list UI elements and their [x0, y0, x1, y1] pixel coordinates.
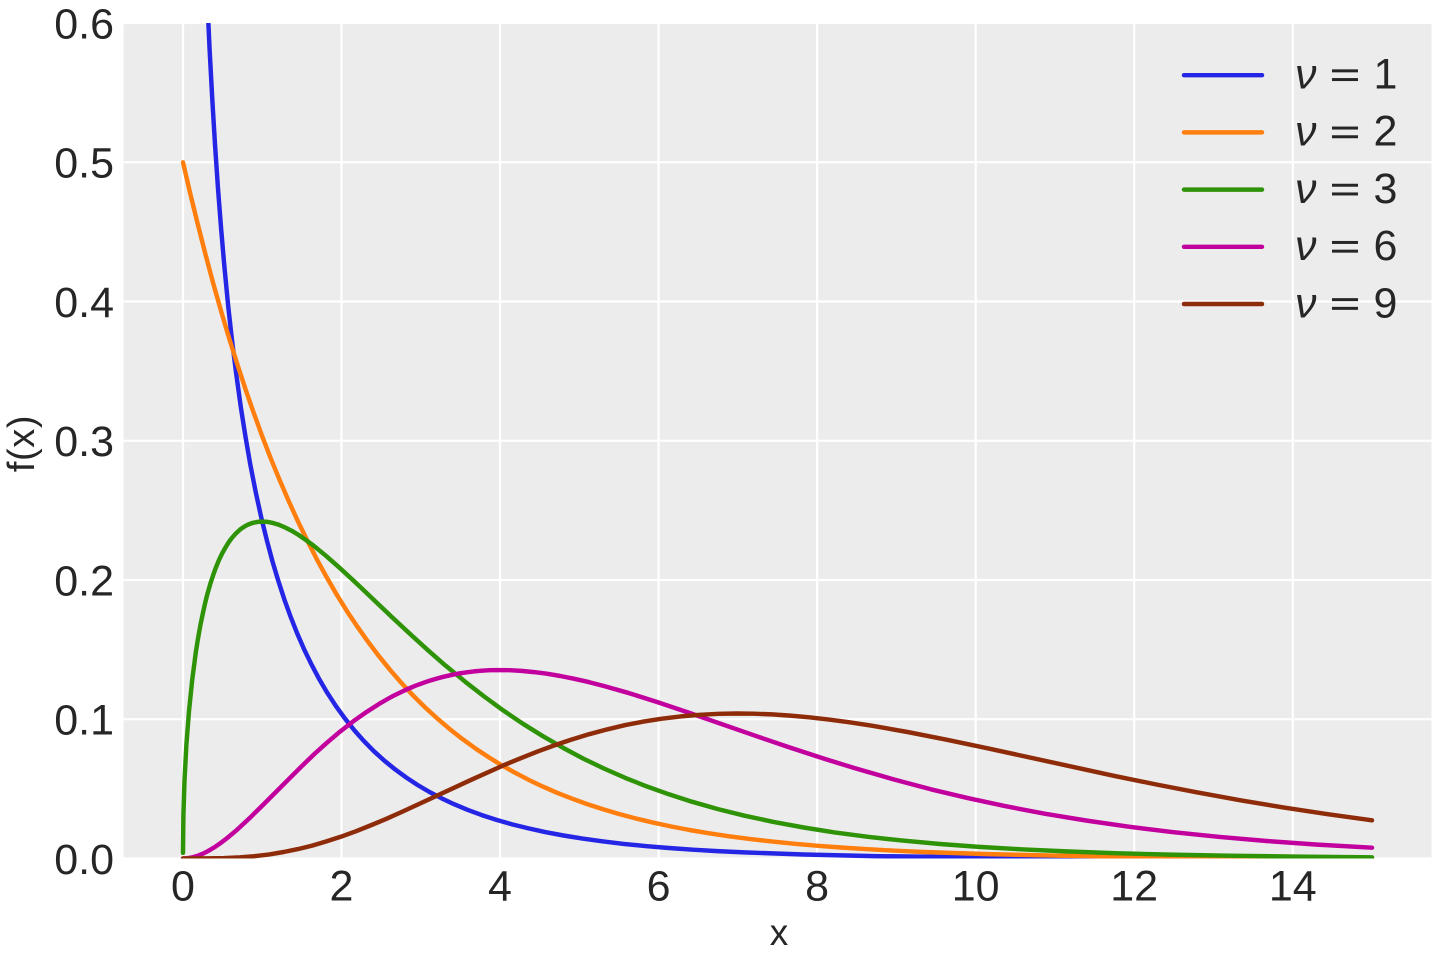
svg-text:8: 8 [805, 862, 829, 910]
svg-text:ν2: ν2 [1295, 108, 1397, 156]
svg-text:10: 10 [952, 862, 1000, 910]
svg-text:0.3: 0.3 [54, 418, 114, 466]
svg-text:0.6: 0.6 [54, 0, 114, 48]
svg-text:12: 12 [1110, 862, 1158, 910]
svg-text:0.5: 0.5 [54, 140, 114, 188]
svg-text:ν3: ν3 [1295, 165, 1397, 213]
svg-text:2: 2 [330, 862, 354, 910]
svg-text:0.4: 0.4 [54, 279, 114, 327]
svg-text:ν9: ν9 [1295, 279, 1397, 327]
svg-text:4: 4 [488, 862, 512, 910]
svg-text:ν6: ν6 [1295, 222, 1397, 270]
svg-text:0.1: 0.1 [54, 697, 114, 745]
svg-text:6: 6 [647, 862, 671, 910]
svg-text:0.2: 0.2 [54, 557, 114, 605]
svg-text:f(x): f(x) [1, 415, 43, 472]
svg-text:14: 14 [1269, 862, 1317, 910]
svg-text:x: x [770, 912, 789, 953]
svg-text:0.0: 0.0 [54, 836, 114, 884]
svg-text:0: 0 [171, 862, 195, 910]
svg-text:ν1: ν1 [1295, 51, 1397, 99]
